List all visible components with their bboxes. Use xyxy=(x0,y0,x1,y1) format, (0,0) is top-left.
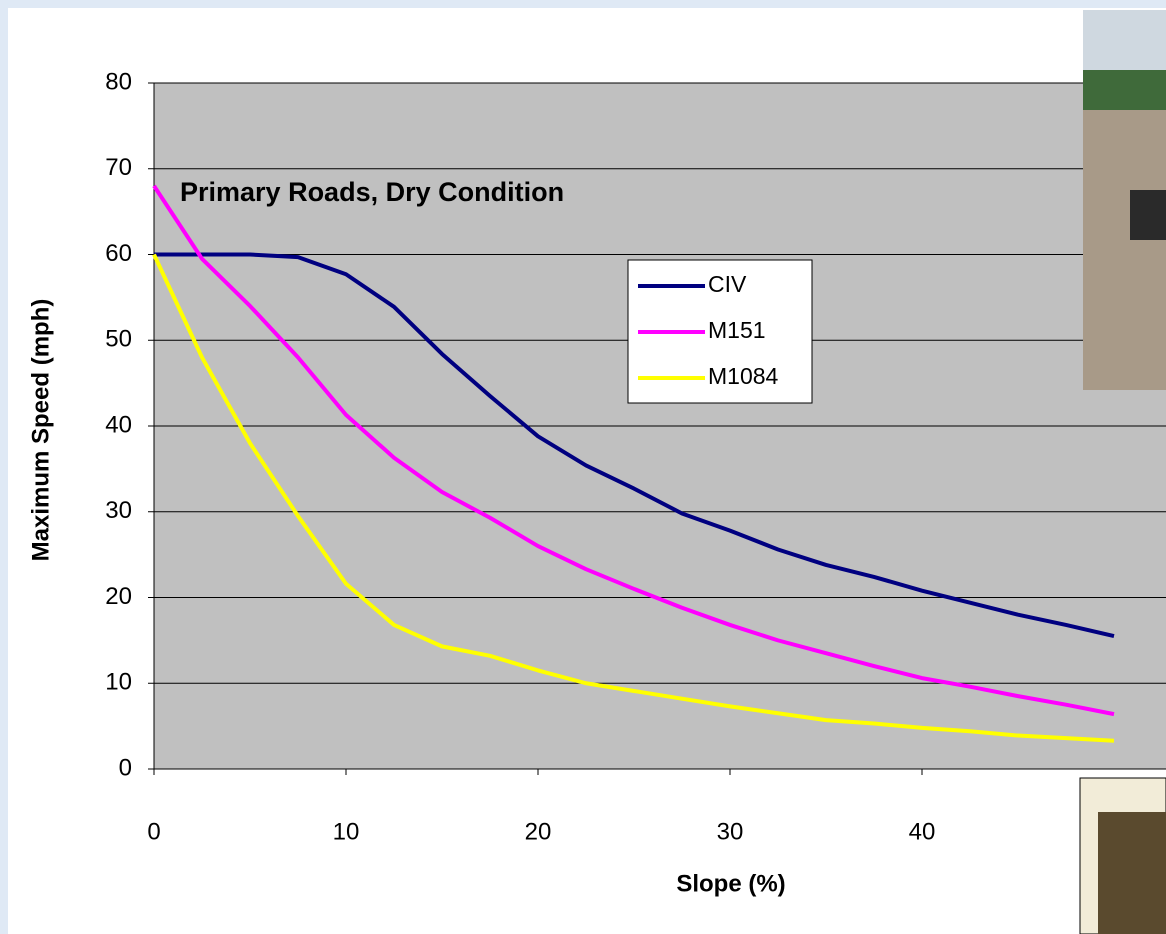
legend-label: M151 xyxy=(708,317,766,343)
x-tick-label: 0 xyxy=(147,818,160,845)
photo-trees xyxy=(1083,70,1166,110)
annotation: Primary Roads, Dry Condition xyxy=(180,177,564,207)
x-axis-title: Slope (%) xyxy=(676,870,785,897)
y-tick-label: 10 xyxy=(105,669,132,696)
plot: 0 10 20 30 40 50 60 70 80 0 10 20 30 40 xyxy=(105,68,1166,845)
y-tick-label: 40 xyxy=(105,411,132,438)
legend: CIV M151 M1084 xyxy=(627,259,813,404)
photo-vehicle xyxy=(1130,190,1166,240)
x-tick-label: 20 xyxy=(525,818,552,845)
y-tick-label: 60 xyxy=(105,240,132,267)
series-line xyxy=(152,253,1115,743)
y-tick-label: 20 xyxy=(105,583,132,610)
x-tick-label: 10 xyxy=(333,818,360,845)
series-line xyxy=(152,184,1115,717)
photo-sky xyxy=(1083,10,1166,80)
legend-label: CIV xyxy=(708,271,747,297)
y-tick-label: 0 xyxy=(119,754,132,781)
x-tick-label: 40 xyxy=(909,818,936,845)
series-line xyxy=(154,252,1115,639)
photo-vehicle xyxy=(1098,812,1166,934)
y-tick-label: 70 xyxy=(105,154,132,181)
photo-top xyxy=(1083,10,1166,390)
photo-bottom xyxy=(1079,777,1166,934)
y-tick-label: 30 xyxy=(105,497,132,524)
y-tick-label: 80 xyxy=(105,68,132,95)
y-tick-label: 50 xyxy=(105,326,132,353)
legend-label: M1084 xyxy=(708,363,779,389)
x-tick-label: 30 xyxy=(717,818,744,845)
y-axis-title: Maximum Speed (mph) xyxy=(27,299,54,562)
